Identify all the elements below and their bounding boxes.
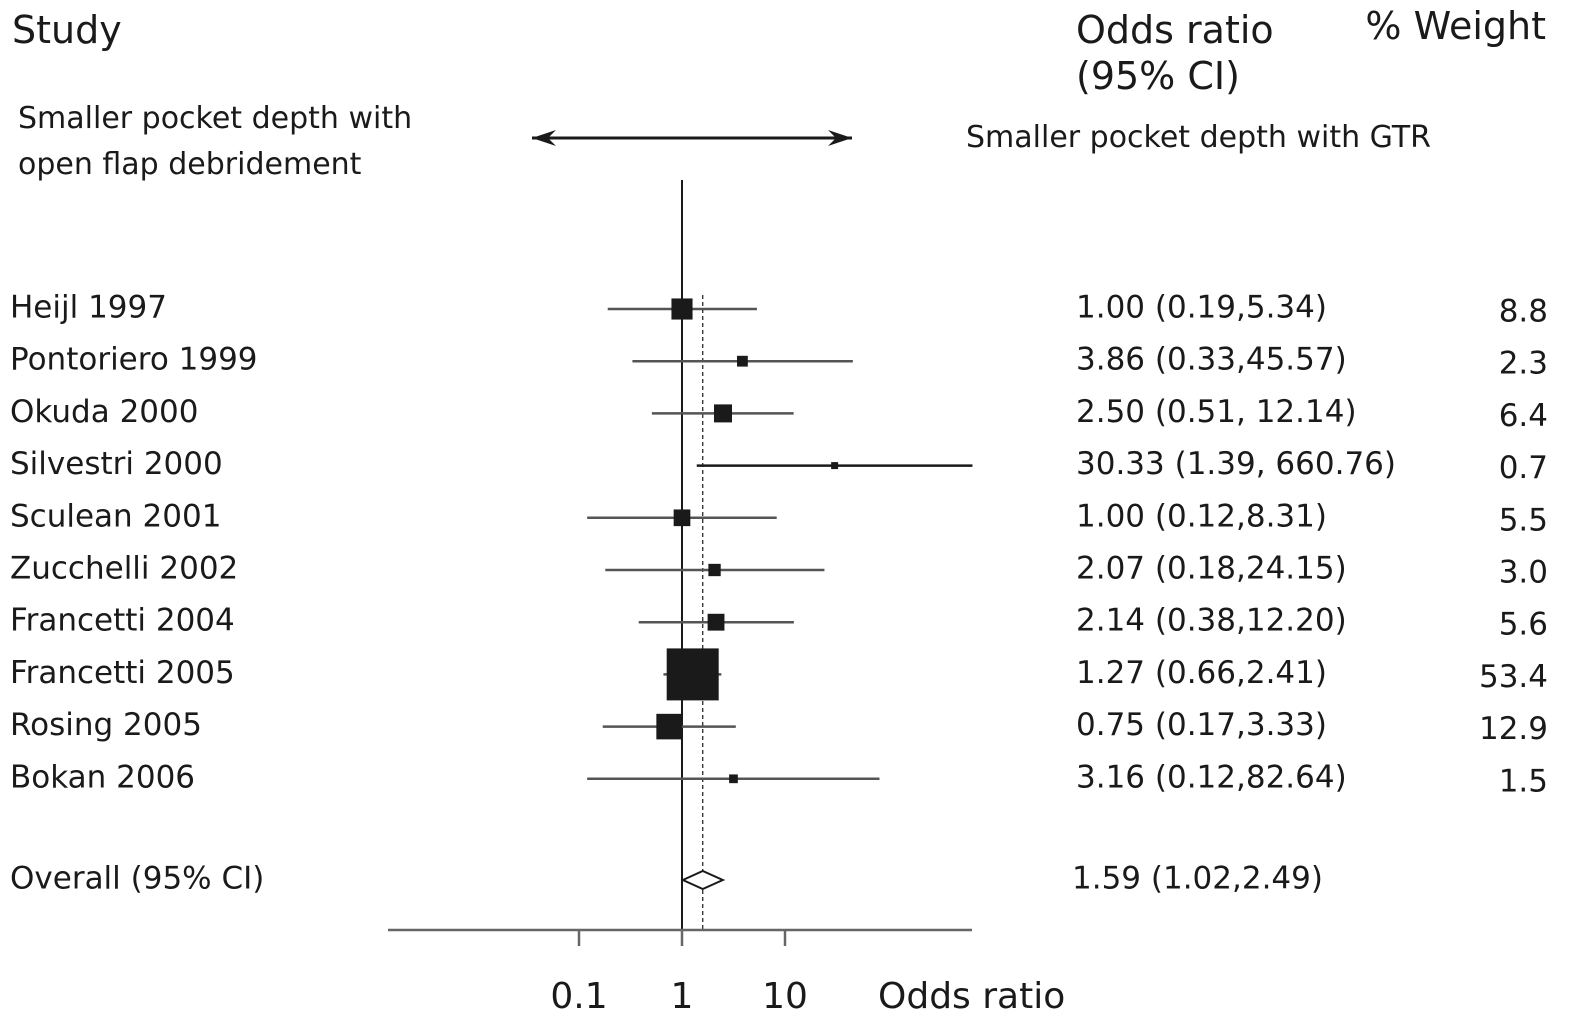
point-estimate-square [673, 509, 691, 527]
point-estimate-square [713, 404, 732, 423]
odds-ratio-ci-value: 1.00 (0.12,8.31) [1076, 498, 1327, 534]
weight-column-header: % Weight [1365, 4, 1546, 48]
odds-ratio-ci-value: 3.16 (0.12,82.64) [1076, 759, 1347, 795]
odds-ratio-ci-value: 30.33 (1.39, 660.76) [1076, 446, 1396, 482]
weight-value: 3.0 [1499, 555, 1548, 591]
weight-value: 6.4 [1499, 398, 1548, 434]
overall-diamond [680, 869, 726, 891]
weight-value: 53.4 [1479, 659, 1548, 695]
x-tick-label: 0.1 [550, 976, 607, 1017]
study-label: Pontoriero 1999 [10, 342, 258, 378]
ci-column-subheader: (95% CI) [1076, 54, 1240, 98]
point-estimate-square [831, 462, 839, 470]
weight-value: 5.6 [1499, 607, 1548, 643]
favours-left-label-line1: Smaller pocket depth with [18, 101, 413, 136]
weight-value: 5.5 [1499, 502, 1548, 538]
point-estimate-square [708, 563, 721, 577]
weight-value: 0.7 [1499, 450, 1548, 486]
weight-value: 12.9 [1479, 711, 1548, 747]
study-label: Bokan 2006 [10, 759, 195, 795]
odds-ratio-ci-value: 1.27 (0.66,2.41) [1076, 655, 1327, 691]
study-label: Heijl 1997 [10, 290, 167, 326]
odds-ratio-ci-value: 3.86 (0.33,45.57) [1076, 342, 1347, 378]
point-estimate-square [707, 613, 725, 631]
odds-ratio-ci-value: 2.14 (0.38,12.20) [1076, 603, 1347, 639]
study-label: Silvestri 2000 [10, 446, 223, 482]
favours-right-label: Smaller pocket depth with GTR [966, 120, 1431, 155]
study-column-header: Study [12, 8, 122, 52]
odds-ratio-ci-value: 2.50 (0.51, 12.14) [1076, 394, 1357, 430]
x-tick-label: 1 [671, 976, 694, 1017]
study-label: Zucchelli 2002 [10, 551, 238, 587]
odds-ratio-ci-value: 2.07 (0.18,24.15) [1076, 551, 1347, 587]
x-tick-label: 10 [762, 976, 808, 1017]
weight-value: 2.3 [1499, 346, 1548, 382]
point-estimate-square [656, 713, 682, 740]
favours-left-label-line2: open flap debridement [18, 147, 362, 182]
x-axis-title: Odds ratio [878, 976, 1065, 1017]
point-estimate-square [729, 774, 738, 784]
point-estimate-square [737, 355, 748, 367]
study-label: Rosing 2005 [10, 707, 202, 743]
weight-value: 8.8 [1499, 294, 1548, 330]
point-estimate-square [666, 648, 719, 701]
overall-label: Overall (95% CI) [10, 861, 264, 897]
odds-ratio-ci-value: 1.00 (0.19,5.34) [1076, 290, 1327, 326]
overall-odds-ratio-ci-value: 1.59 (1.02,2.49) [1072, 861, 1323, 897]
weight-value: 1.5 [1499, 763, 1548, 799]
study-label: Francetti 2005 [10, 655, 235, 691]
point-estimate-square [671, 298, 693, 320]
odds-ratio-column-header: Odds ratio [1076, 8, 1274, 52]
odds-ratio-ci-value: 0.75 (0.17,3.33) [1076, 707, 1327, 743]
study-label: Francetti 2004 [10, 603, 235, 639]
study-label: Okuda 2000 [10, 394, 198, 430]
study-label: Sculean 2001 [10, 498, 221, 534]
